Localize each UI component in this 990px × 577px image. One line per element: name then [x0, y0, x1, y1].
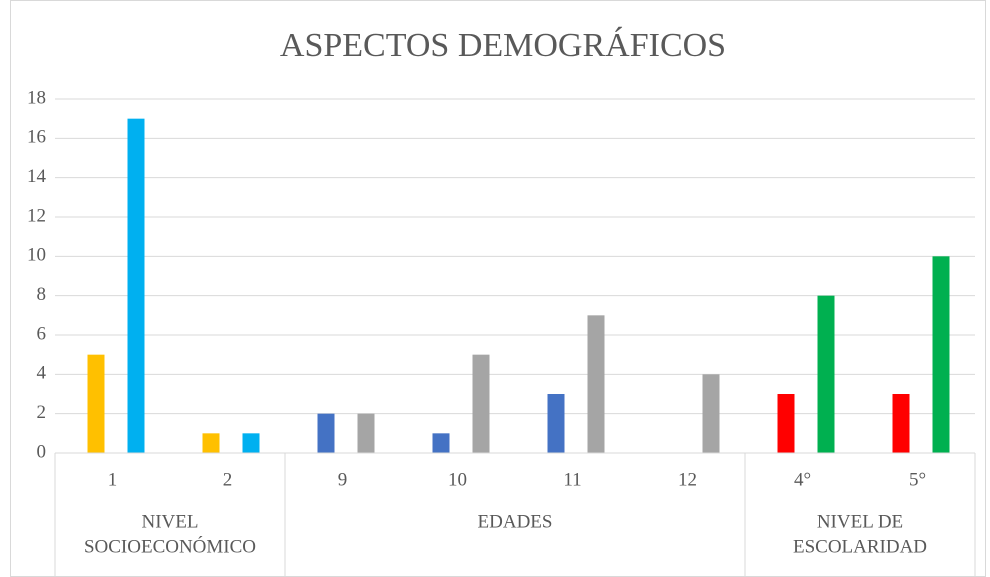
- y-tick-label: 18: [27, 87, 46, 108]
- x-tick-label: 12: [678, 469, 697, 490]
- chart-title: ASPECTOS DEMOGRÁFICOS: [280, 27, 726, 64]
- x-tick-label: 5°: [909, 469, 926, 490]
- x-tick-label: 1: [108, 469, 118, 490]
- bar: [317, 413, 335, 453]
- bar: [702, 374, 720, 453]
- chart-border: [10, 0, 986, 577]
- x-tick-label: 2: [223, 469, 233, 490]
- bar: [432, 433, 450, 453]
- y-tick-label: 14: [27, 166, 47, 187]
- y-tick-label: 16: [27, 127, 46, 148]
- bar: [127, 118, 145, 454]
- group-label: ESCOLARIDAD: [793, 536, 927, 557]
- x-tick-label: 10: [448, 469, 467, 490]
- bar: [87, 354, 105, 453]
- bar: [472, 354, 490, 453]
- y-tick-label: 4: [37, 363, 47, 384]
- x-tick-label: 9: [338, 469, 348, 490]
- bar: [892, 394, 910, 453]
- group-label: EDADES: [478, 511, 553, 532]
- bar: [817, 295, 835, 453]
- y-tick-label: 0: [37, 441, 47, 462]
- group-label: NIVEL DE: [817, 511, 903, 532]
- group-label: NIVEL: [142, 511, 199, 532]
- bar: [777, 394, 795, 453]
- bar: [202, 433, 220, 453]
- y-tick-label: 2: [37, 402, 47, 423]
- x-tick-label: 4°: [794, 469, 811, 490]
- bar: [357, 413, 375, 453]
- y-tick-label: 10: [27, 245, 46, 266]
- bar: [587, 315, 605, 453]
- y-tick-label: 8: [37, 284, 47, 305]
- bar: [242, 433, 260, 453]
- bar: [932, 256, 950, 453]
- bar: [547, 394, 565, 453]
- y-tick-label: 12: [27, 205, 46, 226]
- y-tick-label: 6: [37, 323, 47, 344]
- group-label: SOCIOECONÓMICO: [84, 535, 256, 557]
- x-tick-label: 11: [563, 469, 581, 490]
